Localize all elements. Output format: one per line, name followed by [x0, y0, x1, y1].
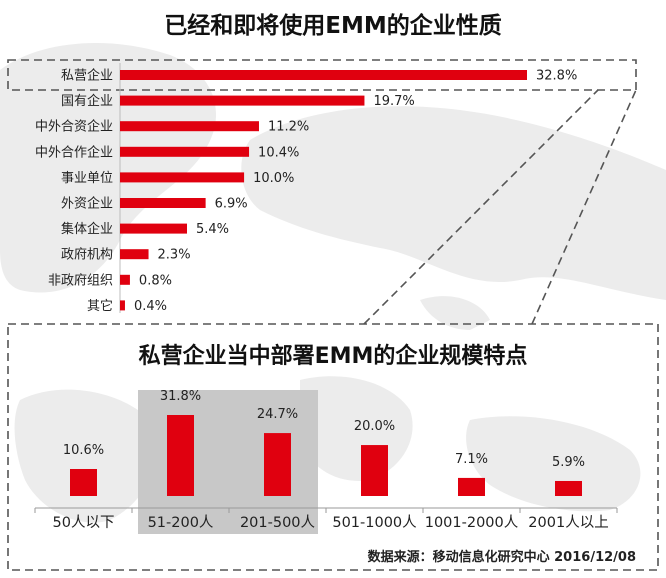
- bottom-chart-title: 私营企业当中部署EMM的企业规模特点: [138, 344, 528, 369]
- v-value-label: 5.9%: [552, 455, 585, 470]
- h-bar: [120, 274, 130, 285]
- vertical-bar-chart: 10.6% 50人以下 31.8% 51-200人 24.7% 201-500人 20.0%…: [34, 389, 618, 531]
- h-value-label: 0.8%: [139, 273, 172, 288]
- zoom-connector-left: [363, 89, 599, 325]
- horizontal-bar-chart: 私营企业 32.8% 国有企业 19.7% 中外合资企业 11.2% 中外合作企业 10.4%…: [35, 63, 577, 314]
- v-bar: [555, 480, 582, 496]
- h-category-label: 非政府组织: [48, 273, 113, 288]
- v-value-label: 20.0%: [354, 419, 395, 434]
- h-value-label: 10.4%: [258, 145, 299, 160]
- v-category-label: 2001人以上: [528, 514, 608, 531]
- h-value-label: 32.8%: [536, 69, 577, 84]
- h-value-label: 0.4%: [134, 299, 167, 314]
- h-category-label: 外资企业: [61, 196, 113, 212]
- h-bar: [120, 172, 245, 183]
- v-bar: [264, 433, 291, 496]
- v-category-label: 1001-2000人: [425, 514, 519, 531]
- v-bar: [70, 469, 97, 496]
- top-chart-title: 已经和即将使用EMM的企业性质: [164, 13, 502, 39]
- v-value-label: 24.7%: [257, 407, 298, 422]
- h-bar: [120, 70, 527, 80]
- v-value-label: 10.6%: [63, 443, 104, 458]
- data-source-note: 数据来源：移动信息化研究中心 2016/12/08: [367, 550, 636, 565]
- v-bar: [167, 415, 194, 496]
- bottom-panel-frame: [7, 323, 659, 571]
- h-bar: [120, 249, 149, 260]
- v-category-label: 501-1000人: [332, 514, 416, 531]
- h-value-label: 11.2%: [268, 120, 309, 135]
- h-bar: [120, 300, 125, 311]
- h-value-label: 19.7%: [373, 94, 414, 109]
- v-bar: [361, 445, 388, 496]
- h-category-label: 中外合资企业: [35, 119, 113, 135]
- zoom-connector-right: [531, 89, 637, 325]
- h-value-label: 10.0%: [253, 171, 294, 186]
- v-bar: [458, 477, 485, 496]
- h-category-label: 私营企业: [61, 68, 113, 84]
- h-category-label: 集体企业: [61, 221, 113, 237]
- h-value-label: 2.3%: [158, 248, 191, 263]
- h-category-label: 国有企业: [61, 93, 113, 109]
- h-category-label: 其它: [87, 298, 113, 314]
- h-bar: [120, 198, 206, 208]
- v-value-label: 31.8%: [160, 389, 201, 404]
- h-value-label: 6.9%: [215, 197, 248, 212]
- h-bar: [120, 146, 250, 157]
- h-category-label: 政府机构: [61, 248, 113, 263]
- v-value-label: 7.1%: [455, 452, 488, 467]
- h-value-label: 5.4%: [196, 222, 229, 237]
- h-bar: [120, 95, 365, 106]
- v-category-label: 201-500人: [240, 514, 315, 531]
- h-bar: [120, 121, 259, 132]
- highlight-row-frame: [7, 59, 637, 91]
- h-category-label: 事业单位: [61, 171, 113, 186]
- h-category-label: 中外合作企业: [35, 144, 113, 160]
- h-bar: [120, 223, 188, 234]
- v-category-label: 51-200人: [148, 514, 214, 531]
- v-category-label: 50人以下: [53, 514, 115, 531]
